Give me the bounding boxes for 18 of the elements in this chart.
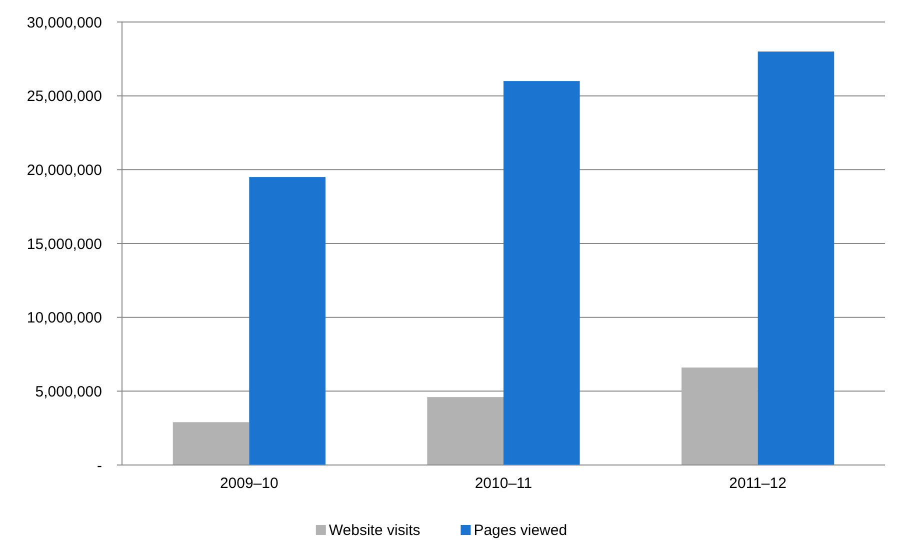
legend-label: Website visits <box>328 522 420 539</box>
bar <box>758 52 834 465</box>
y-tick-label: 30,000,000 <box>26 14 102 32</box>
bar <box>427 397 504 465</box>
bar <box>504 81 580 465</box>
bar <box>172 422 250 465</box>
y-tick-label: 15,000,000 <box>26 236 102 253</box>
x-tick-label: 2009–10 <box>220 475 278 492</box>
bar <box>249 177 326 465</box>
legend-label: Pages viewed <box>474 522 568 539</box>
y-tick-label: 5,000,000 <box>35 383 102 400</box>
y-tick-label: 10,000,000 <box>26 310 102 327</box>
y-tick-label: - <box>97 457 102 474</box>
x-tick-label: 2011–12 <box>729 475 786 492</box>
y-tick-label: 25,000,000 <box>26 88 102 106</box>
x-tick-label: 2010–11 <box>474 475 532 492</box>
y-tick-label: 20,000,000 <box>26 162 102 179</box>
bar <box>682 368 758 465</box>
